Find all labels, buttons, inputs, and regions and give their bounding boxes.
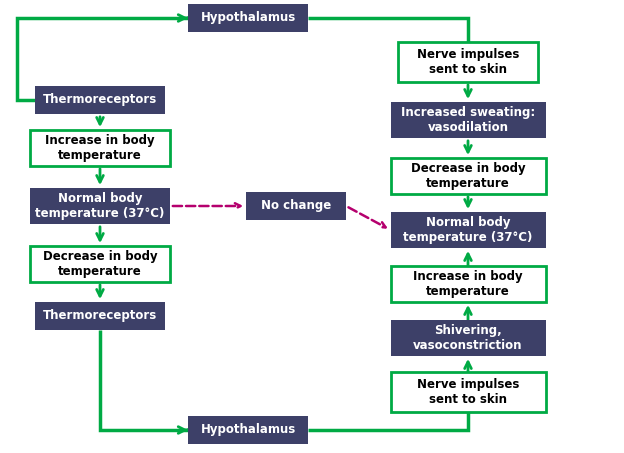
FancyBboxPatch shape [391,102,545,138]
Text: Shivering,
vasoconstriction: Shivering, vasoconstriction [413,324,523,352]
FancyBboxPatch shape [398,42,538,82]
FancyBboxPatch shape [30,130,170,166]
Text: Nerve impulses
sent to skin: Nerve impulses sent to skin [417,48,519,76]
Text: Hypothalamus: Hypothalamus [200,424,296,437]
Text: Nerve impulses
sent to skin: Nerve impulses sent to skin [417,378,519,406]
FancyBboxPatch shape [246,192,346,220]
FancyBboxPatch shape [188,416,308,444]
Text: Decrease in body
temperature: Decrease in body temperature [42,250,157,278]
Text: Increased sweating:
vasodilation: Increased sweating: vasodilation [401,106,535,134]
Text: Decrease in body
temperature: Decrease in body temperature [411,162,525,190]
Text: Increase in body
temperature: Increase in body temperature [45,134,155,162]
FancyBboxPatch shape [391,158,545,194]
Text: No change: No change [261,199,331,212]
Text: Thermoreceptors: Thermoreceptors [43,309,157,323]
FancyBboxPatch shape [391,372,545,412]
FancyBboxPatch shape [35,86,165,114]
Text: Hypothalamus: Hypothalamus [200,11,296,24]
FancyBboxPatch shape [35,302,165,330]
Text: Increase in body
temperature: Increase in body temperature [413,270,523,298]
Text: Normal body
temperature (37°C): Normal body temperature (37°C) [36,192,165,220]
FancyBboxPatch shape [391,320,545,356]
FancyBboxPatch shape [391,266,545,302]
FancyBboxPatch shape [30,188,170,224]
Text: Normal body
temperature (37°C): Normal body temperature (37°C) [403,216,533,244]
FancyBboxPatch shape [391,212,545,248]
FancyBboxPatch shape [188,4,308,32]
FancyBboxPatch shape [30,246,170,282]
Text: Thermoreceptors: Thermoreceptors [43,93,157,106]
